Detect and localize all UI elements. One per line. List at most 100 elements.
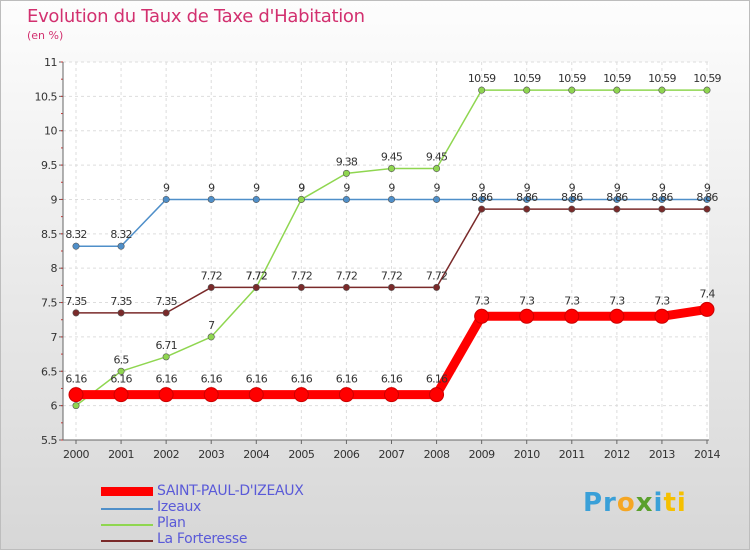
data-label: 9 (298, 181, 305, 194)
x-tick-label: 2009 (469, 448, 495, 461)
data-label: 6.16 (110, 373, 132, 386)
series-point (117, 242, 125, 250)
series-point (252, 195, 260, 203)
x-tick-label: 2012 (604, 448, 630, 461)
series-point (478, 205, 486, 213)
series-point (297, 195, 305, 203)
y-tick-label: 7 (51, 331, 58, 344)
chart-unit-label: (en %) (27, 29, 64, 42)
data-label: 9.45 (381, 151, 403, 164)
series-point (433, 165, 441, 173)
data-label: 7.72 (246, 269, 267, 282)
series-point (654, 308, 670, 324)
data-label: 7.72 (246, 269, 267, 282)
series-point (117, 367, 125, 375)
data-label: 7.3 (474, 294, 490, 307)
y-tick-label: 11 (44, 56, 57, 69)
data-label: 9 (614, 181, 621, 194)
x-tick-label: 2001 (108, 448, 134, 461)
series-point (203, 387, 219, 403)
data-label: 6.16 (336, 373, 358, 386)
series-point (474, 308, 490, 324)
series-point (387, 195, 395, 203)
data-label: 7.3 (519, 294, 535, 307)
series-point (387, 283, 395, 291)
data-label: 10.59 (513, 72, 541, 85)
data-label: 6.5 (114, 353, 130, 366)
y-tick-label: 5.5 (41, 434, 57, 447)
x-tick-label: 2004 (243, 448, 269, 461)
series-point (297, 283, 305, 291)
data-label: 7.4 (699, 287, 715, 300)
legend-swatch (101, 540, 153, 542)
data-label: 9.45 (426, 151, 448, 164)
series-point (429, 387, 445, 403)
series-point (523, 205, 531, 213)
series-point (207, 333, 215, 341)
data-label: 9 (659, 181, 666, 194)
x-tick-label: 2000 (63, 448, 89, 461)
x-tick-label: 2006 (333, 448, 359, 461)
series-point (342, 283, 350, 291)
data-label: 8.86 (561, 191, 583, 204)
series-point (158, 387, 174, 403)
x-tick-label: 2005 (288, 448, 314, 461)
series-point (613, 86, 621, 94)
data-label: 7.35 (155, 295, 177, 308)
series-point (433, 283, 441, 291)
series-point (568, 86, 576, 94)
series-point (162, 353, 170, 361)
series-point (658, 86, 666, 94)
plot-area (63, 62, 709, 440)
series-point (384, 387, 399, 403)
data-label: 8.32 (65, 228, 86, 241)
series-point (252, 283, 260, 291)
logo-letter: Pr (583, 488, 617, 518)
data-label: 9 (569, 181, 576, 194)
series-point (113, 387, 129, 403)
data-label: 6.16 (426, 373, 448, 386)
series-point (72, 309, 80, 317)
y-tick-label: 9.5 (41, 159, 57, 172)
x-tick-label: 2002 (153, 448, 179, 461)
series-point (658, 205, 666, 213)
data-label: 7.72 (201, 269, 222, 282)
series-point (613, 205, 621, 213)
series-point (433, 195, 441, 203)
series-point (162, 309, 170, 317)
series-point (658, 195, 666, 203)
legend-swatch (101, 524, 153, 526)
data-label: 9 (524, 181, 531, 194)
logo-letter: o (616, 488, 636, 518)
data-label: 9.38 (336, 155, 358, 168)
data-label: 9 (343, 181, 350, 194)
y-tick-label: 8 (51, 262, 58, 275)
data-label: 7.3 (564, 294, 580, 307)
series-point (207, 195, 215, 203)
y-tick-label: 10 (44, 125, 57, 138)
series-point (162, 195, 170, 203)
data-label: 9 (208, 181, 215, 194)
data-label: 7.72 (426, 269, 447, 282)
data-label: 8.86 (516, 191, 538, 204)
series-point (342, 169, 350, 177)
y-tick-label: 10.5 (35, 90, 58, 103)
series-point (72, 402, 80, 410)
logo-letter: x (635, 488, 654, 518)
series-point (478, 195, 486, 203)
series-point (387, 165, 395, 173)
data-label: 10.59 (648, 72, 676, 85)
data-label: 6.16 (65, 373, 87, 386)
x-tick-label: 2014 (694, 448, 720, 461)
series-point (519, 308, 535, 324)
data-label: 6.16 (381, 373, 403, 386)
data-label: 9 (163, 181, 170, 194)
x-tick-label: 2013 (649, 448, 675, 461)
series-point (568, 195, 576, 203)
x-tick-label: 2003 (198, 448, 224, 461)
data-label: 10.59 (558, 72, 586, 85)
y-tick-label: 7.5 (41, 297, 57, 310)
data-label: 9 (433, 181, 440, 194)
data-label: 7.35 (65, 295, 87, 308)
